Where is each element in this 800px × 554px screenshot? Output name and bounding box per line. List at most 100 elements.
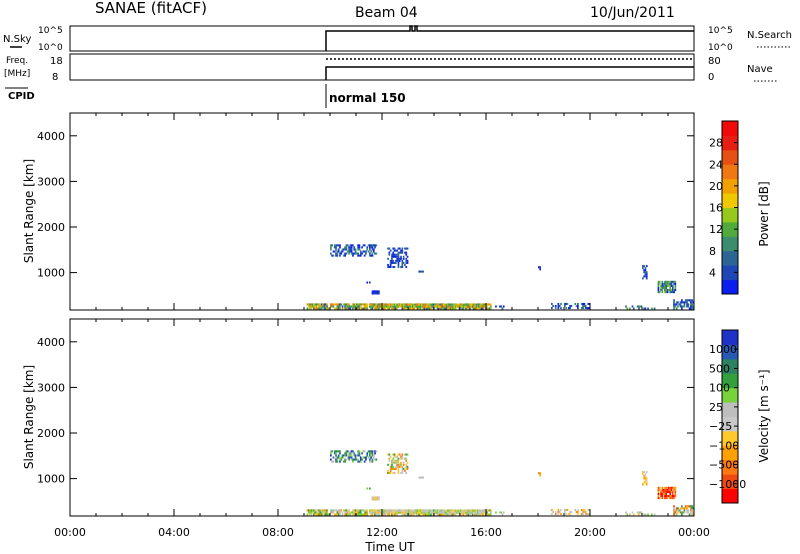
power-cell	[452, 305, 454, 308]
power-cell	[643, 275, 645, 278]
velocity-cell	[476, 513, 479, 516]
velocity-cell	[404, 457, 406, 460]
velocity-cell	[354, 456, 357, 459]
power-cell	[358, 248, 361, 251]
power-cell	[452, 303, 454, 306]
velocity-cell	[469, 509, 471, 512]
velocity-cell	[665, 488, 668, 491]
power-cell	[462, 307, 465, 310]
velocity-cell	[371, 450, 374, 453]
velocity-cell	[359, 460, 362, 463]
x-tick-labels: 00:00 04:00 08:00 12:00 16:00 20:00 00:00	[54, 526, 710, 539]
power-cell	[453, 303, 456, 306]
power-cell	[400, 249, 402, 252]
power-cell	[489, 307, 492, 310]
velocity-cell	[378, 511, 380, 514]
power-cell	[664, 286, 666, 290]
colorbar-tick-label: 28	[709, 137, 723, 150]
velocity-cell	[393, 453, 396, 456]
power-cell	[350, 246, 353, 249]
velocity-cell	[393, 467, 396, 470]
velocity-cell	[670, 497, 673, 500]
velocity-cell	[457, 509, 460, 512]
power-cell	[666, 291, 669, 294]
power-cell	[661, 284, 664, 287]
velocity-cell	[664, 486, 666, 489]
power-cell	[374, 292, 376, 295]
velocity-cell	[392, 461, 395, 464]
velocity-cell	[502, 511, 505, 514]
power-cell	[664, 284, 666, 287]
velocity-cell	[359, 513, 362, 516]
velocity-cell	[657, 488, 660, 491]
velocity-cell	[400, 461, 402, 464]
power-cell	[402, 303, 405, 306]
power-cell	[339, 252, 341, 255]
velocity-cell	[462, 513, 465, 516]
power-cell	[642, 265, 644, 268]
velocity-cell	[388, 457, 391, 460]
velocity-cell	[376, 496, 379, 499]
power-cell	[409, 307, 411, 310]
velocity-cell	[331, 460, 333, 463]
velocity-cell	[372, 498, 375, 501]
velocity-cell	[465, 513, 467, 516]
power-cell	[336, 250, 339, 253]
velocity-cell	[397, 453, 400, 456]
velocity-cell	[470, 511, 473, 514]
power-cell	[357, 246, 359, 249]
velocity-cell	[439, 511, 441, 514]
velocity-cell	[358, 513, 361, 516]
velocity-cell	[482, 513, 484, 516]
power-cell	[323, 307, 326, 310]
velocity-cell	[450, 509, 453, 512]
velocity-cell	[314, 513, 317, 516]
velocity-cell	[405, 471, 408, 475]
power-cell	[369, 252, 371, 255]
velocity-cell	[686, 511, 688, 514]
velocity-cell	[657, 492, 660, 496]
power-cell	[313, 305, 315, 308]
power-cell	[331, 254, 333, 257]
velocity-cell	[393, 455, 396, 458]
velocity-cell	[673, 505, 675, 508]
power-cell	[466, 303, 469, 306]
velocity-cell	[366, 487, 369, 490]
power-cell	[379, 303, 382, 306]
colorbar-swatch	[722, 344, 738, 360]
velocity-cell	[410, 513, 413, 516]
power-cell	[369, 246, 371, 249]
velocity-cell	[397, 465, 400, 468]
velocity-cell	[671, 486, 674, 489]
velocity-cell	[583, 510, 586, 514]
power-cell	[647, 307, 649, 310]
power-cell	[673, 282, 675, 285]
velocity-cell	[357, 458, 359, 461]
velocity-cell	[668, 488, 670, 491]
velocity-cell	[564, 510, 566, 514]
power-cell	[479, 305, 482, 308]
velocity-cell	[408, 513, 410, 516]
power-cell	[476, 307, 479, 310]
power-cell	[371, 246, 374, 249]
power-cell	[421, 270, 423, 273]
power-cell	[424, 307, 427, 310]
velocity-cell	[430, 511, 432, 514]
power-cell	[419, 270, 422, 273]
power-cell	[443, 303, 445, 306]
velocity-panel-frame	[69, 318, 695, 517]
velocity-cell	[681, 511, 683, 514]
velocity-cell	[419, 509, 422, 512]
velocity-cell	[333, 509, 336, 512]
power-cell	[393, 307, 396, 310]
velocity-cell	[401, 457, 404, 460]
power-cell	[478, 307, 480, 310]
power-cell	[393, 249, 396, 252]
power-cell	[397, 265, 400, 269]
power-cell	[688, 307, 691, 310]
velocity-cell	[419, 513, 422, 516]
power-cell	[397, 303, 400, 306]
velocity-cell	[430, 513, 432, 516]
power-cell	[391, 259, 393, 262]
power-cell	[675, 303, 678, 306]
